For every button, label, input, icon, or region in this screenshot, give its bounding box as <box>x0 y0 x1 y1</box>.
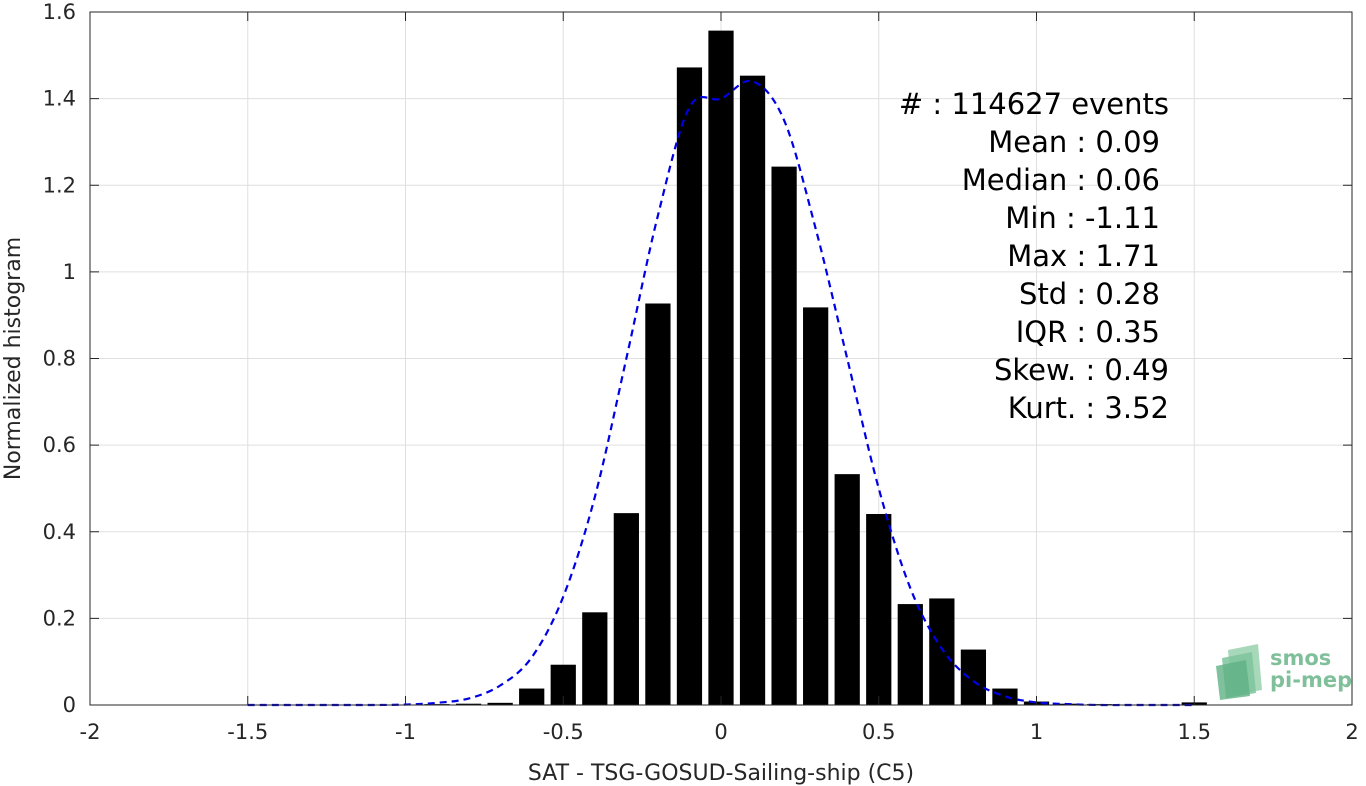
histogram-bar <box>582 612 608 705</box>
stat-line: Skew. : 0.49 <box>994 353 1169 387</box>
y-tick-label: 1.2 <box>43 173 76 197</box>
histogram-bar <box>992 688 1018 705</box>
x-tick-label: -2 <box>80 720 101 744</box>
histogram-bar <box>834 474 860 705</box>
x-tick-label: 0 <box>714 720 727 744</box>
stat-line: # : 114627 events <box>899 87 1169 121</box>
histogram-bar <box>676 67 703 705</box>
stat-line: Kurt. : 3.52 <box>1008 391 1169 425</box>
logo-mark-icon <box>1216 644 1262 700</box>
histogram-bar <box>613 513 639 705</box>
x-tick-label: -1.5 <box>227 720 268 744</box>
y-tick-label: 0.2 <box>43 606 76 630</box>
histogram-bar <box>708 30 734 705</box>
fit-curve-line <box>247 79 1195 707</box>
y-tick-label: 0.4 <box>43 520 76 544</box>
x-tick-label: 1.5 <box>1178 720 1211 744</box>
histogram-bar <box>803 307 829 705</box>
y-tick-label: 1 <box>63 260 76 284</box>
stat-line: Median : 0.06 <box>962 163 1160 197</box>
y-tick-label: 1.4 <box>43 87 76 111</box>
x-tick-label: 1 <box>1030 720 1043 744</box>
y-tick-label: 1.6 <box>43 0 76 24</box>
x-tick-label: 0.5 <box>862 720 895 744</box>
histogram-bar <box>929 598 955 705</box>
x-axis-label: SAT - TSG-GOSUD-Sailing-ship (C5) <box>528 761 914 786</box>
y-tick-label: 0.8 <box>43 347 76 371</box>
histogram-bar <box>960 649 987 705</box>
stat-line: Max : 1.71 <box>1007 239 1160 273</box>
histogram-bar <box>519 688 545 705</box>
y-tick-labels: 0 0.2 0.4 0.6 0.8 1 1.2 1.4 1.6 <box>43 0 76 717</box>
smos-pi-mep-logo: smos pi-mep <box>1216 644 1352 700</box>
x-tick-labels: -2 -1.5 -1 -0.5 0 0.5 1 1.5 2 <box>80 720 1359 744</box>
axis-ticks <box>89 11 1353 706</box>
histogram-bar <box>487 702 513 705</box>
y-tick-label: 0 <box>63 693 76 717</box>
x-tick-label: 2 <box>1345 720 1358 744</box>
y-axis-label: Normalized histogram <box>1 237 26 480</box>
histogram-bar <box>739 75 766 705</box>
statistics-annotation: # : 114627 events Mean : 0.09 Median : 0.0… <box>899 87 1169 425</box>
stat-line: Std : 0.28 <box>1019 277 1160 311</box>
x-tick-label: -1 <box>395 720 416 744</box>
histogram-bar <box>455 703 482 705</box>
histogram-bars <box>361 30 1207 706</box>
histogram-bar <box>866 513 892 705</box>
stat-line: Mean : 0.09 <box>988 125 1160 159</box>
logo-line2-text: pi-mep <box>1270 668 1352 692</box>
histogram-bar <box>645 303 671 705</box>
logo-line1-text: smos <box>1270 646 1331 670</box>
y-tick-label: 0.6 <box>43 433 76 457</box>
x-tick-label: -0.5 <box>543 720 584 744</box>
histogram-bar <box>897 604 923 705</box>
stat-line: IQR : 0.35 <box>1016 315 1160 349</box>
stat-line: Min : -1.11 <box>1005 201 1160 235</box>
histogram-bar <box>771 166 797 706</box>
